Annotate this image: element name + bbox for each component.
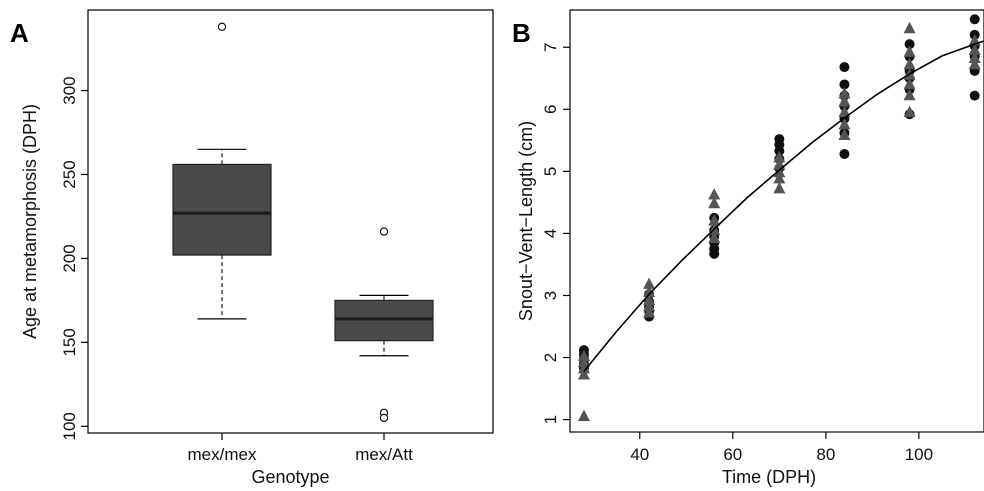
triangle-point: [577, 368, 590, 380]
circle-point: [774, 145, 785, 156]
triangle-point: [577, 349, 590, 361]
box-mex-mex: [172, 22, 272, 320]
outlier-point: [379, 413, 389, 423]
triangle-point: [903, 105, 916, 118]
circle-point: [904, 39, 915, 50]
y-tick-label: 2: [541, 353, 560, 362]
y-tick-label: 5: [541, 167, 560, 176]
panel-a-y-axis-title: Age at metamorphosis (DPH): [20, 104, 40, 339]
y-tick-label: 3: [541, 291, 560, 300]
x-tick-label: mex/mex: [188, 445, 257, 464]
triangle-point: [773, 150, 786, 163]
triangle-point: [838, 95, 851, 107]
triangle-point: [903, 45, 916, 57]
triangle-point: [903, 88, 916, 101]
panel-b-x-axis: 40 60 80 100: [630, 432, 933, 464]
triangle-point: [577, 361, 590, 374]
triangle-point: [708, 214, 721, 226]
triangle-point: [708, 196, 721, 209]
x-tick-label: 100: [905, 445, 933, 464]
y-tick-label: 7: [541, 43, 560, 52]
x-tick-label: 40: [630, 445, 649, 464]
triangle-point: [903, 21, 916, 34]
triangle-point: [838, 117, 851, 130]
triangle-point: [903, 57, 916, 70]
triangle-point: [773, 171, 786, 184]
triangle-point: [773, 165, 786, 178]
y-tick-label: 100: [60, 412, 79, 440]
circle-point: [969, 14, 980, 25]
triangle-point: [968, 51, 981, 64]
triangle-point: [577, 409, 590, 422]
y-tick-label: 6: [541, 105, 560, 114]
triangle-point: [838, 128, 851, 140]
panel-b-fit-curve: [583, 40, 984, 372]
triangle-point: [643, 306, 656, 318]
panel-b-points: [577, 14, 981, 422]
y-tick-label: 1: [541, 415, 560, 424]
triangle-point: [643, 285, 656, 297]
panel-a-boxes: [172, 22, 434, 423]
panel-b-y-axis: 1 2 3 4 5 6 7: [541, 43, 570, 424]
x-tick-label: 60: [723, 445, 742, 464]
panel-b-x-axis-title: Time (DPH): [722, 467, 816, 487]
triangle-point: [838, 86, 851, 99]
triangle-point: [643, 299, 656, 312]
triangle-point: [968, 57, 981, 70]
triangle-point: [643, 293, 656, 306]
panel-b-scatter: B 1 2 3 4 5 6 7 40 60 80 100 Time (DPH) Snout−Ven…: [512, 9, 984, 487]
y-tick-label: 4: [541, 229, 560, 238]
triangle-point: [708, 188, 721, 200]
x-tick-label: 80: [816, 445, 835, 464]
panel-b-y-axis-title: Snout−Vent−Length (cm): [516, 121, 536, 321]
panel-a-plot-frame: [87, 9, 494, 434]
circle-point: [839, 148, 850, 159]
circle-point: [969, 90, 980, 101]
panel-a-x-axis: mex/mex mex/Att: [188, 433, 413, 464]
panel-b-plot-frame: [569, 9, 984, 433]
panel-a-letter: A: [10, 18, 29, 48]
panel-a-x-axis-title: Genotype: [251, 467, 329, 487]
triangle-point: [968, 43, 981, 55]
y-tick-label: 200: [60, 244, 79, 272]
circle-point: [839, 79, 850, 90]
circle-point: [839, 62, 850, 73]
triangle-point: [643, 277, 656, 289]
triangle-point: [838, 105, 851, 118]
panel-b-letter: B: [512, 18, 531, 48]
y-tick-label: 150: [60, 328, 79, 356]
box-mex-Att: [334, 227, 434, 423]
outlier-point: [379, 227, 389, 236]
triangle-point: [708, 231, 721, 243]
triangle-point: [577, 355, 590, 368]
y-tick-label: 250: [60, 160, 79, 188]
outlier-point: [217, 22, 227, 31]
panel-a-y-axis: 100 150 200 250 300: [60, 76, 88, 440]
circle-point: [709, 248, 720, 259]
panel-a-boxplot: A 100 150 200 250 300 mex/mex mex/Att Genotyp…: [10, 9, 494, 487]
y-tick-label: 300: [60, 76, 79, 104]
box-body: [334, 299, 434, 342]
triangle-point: [773, 181, 786, 194]
box-body: [172, 163, 272, 256]
x-tick-label: mex/Att: [355, 445, 413, 464]
triangle-point: [903, 77, 916, 90]
